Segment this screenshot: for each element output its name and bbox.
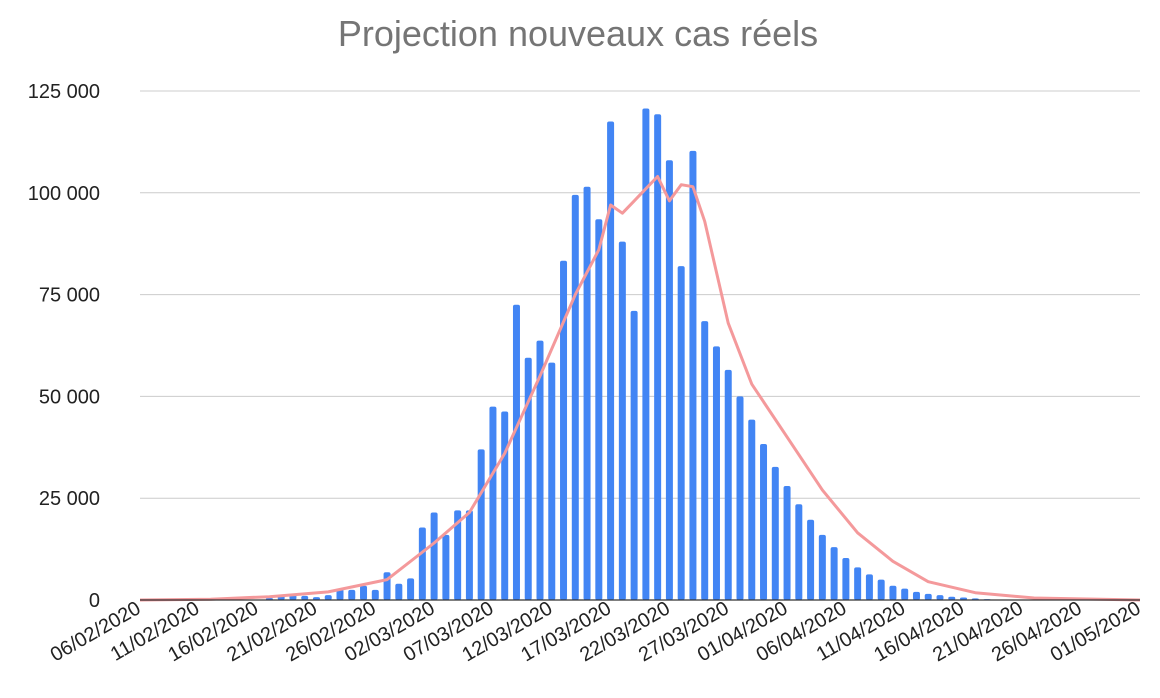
bar: [477, 449, 485, 600]
bar: [418, 527, 426, 600]
bar: [512, 304, 520, 600]
bar: [818, 534, 826, 600]
bar: [642, 108, 650, 601]
trend-line: [139, 175, 1141, 602]
bar: [407, 578, 415, 600]
bar: [324, 595, 332, 600]
y-axis-ticks: 0 25 000 50 000 75 000 100 000 125 000: [28, 81, 100, 612]
bar: [301, 595, 309, 600]
gridlines: [140, 90, 1140, 499]
bar: [842, 558, 850, 600]
bar: [771, 466, 779, 600]
bar: [783, 485, 791, 600]
bar: [689, 150, 697, 600]
bar: [877, 579, 885, 600]
bar: [395, 583, 403, 600]
bar: [501, 411, 509, 600]
bar: [654, 114, 662, 601]
bar: [760, 444, 768, 600]
bar: [454, 510, 462, 600]
bar: [548, 362, 556, 600]
line-series: [139, 175, 1141, 602]
bar: [442, 534, 450, 600]
bar: [348, 589, 356, 600]
bar: [595, 219, 603, 600]
bar-series: [265, 108, 1003, 601]
bar: [536, 340, 544, 600]
bar: [677, 266, 685, 600]
chart-title: Projection nouveaux cas réels: [338, 13, 818, 54]
bar: [724, 369, 732, 600]
bar: [889, 585, 897, 600]
y-tick-label: 0: [89, 590, 100, 612]
bar: [960, 597, 968, 600]
bar: [630, 310, 638, 600]
bar: [618, 241, 626, 600]
bar: [865, 574, 873, 600]
bar: [701, 321, 709, 600]
bar: [430, 512, 438, 600]
bar: [571, 194, 579, 600]
bar: [807, 519, 815, 600]
bar: [712, 346, 720, 600]
bar: [489, 406, 497, 600]
bar: [924, 593, 932, 600]
bar: [901, 588, 909, 600]
bar: [936, 595, 944, 600]
bar: [312, 597, 320, 600]
bar: [795, 504, 803, 600]
bar: [665, 160, 673, 600]
bar: [583, 186, 591, 600]
y-tick-label: 125 000: [28, 81, 100, 103]
bar: [336, 589, 344, 600]
y-tick-label: 25 000: [39, 488, 100, 510]
bar: [912, 591, 920, 600]
bar: [560, 260, 568, 600]
bar: [736, 396, 744, 600]
x-axis-ticks: 06/02/202011/02/202016/02/202021/02/2020…: [47, 597, 1145, 666]
bar: [748, 419, 756, 600]
bar: [465, 510, 473, 600]
bar: [948, 596, 956, 600]
bar: [854, 567, 862, 600]
bar: [524, 357, 532, 600]
bar: [371, 589, 379, 600]
bar: [607, 121, 615, 600]
bar: [360, 585, 368, 600]
y-tick-label: 100 000: [28, 183, 100, 205]
y-tick-label: 50 000: [39, 386, 100, 408]
bar: [830, 547, 838, 600]
y-tick-label: 75 000: [39, 285, 100, 307]
